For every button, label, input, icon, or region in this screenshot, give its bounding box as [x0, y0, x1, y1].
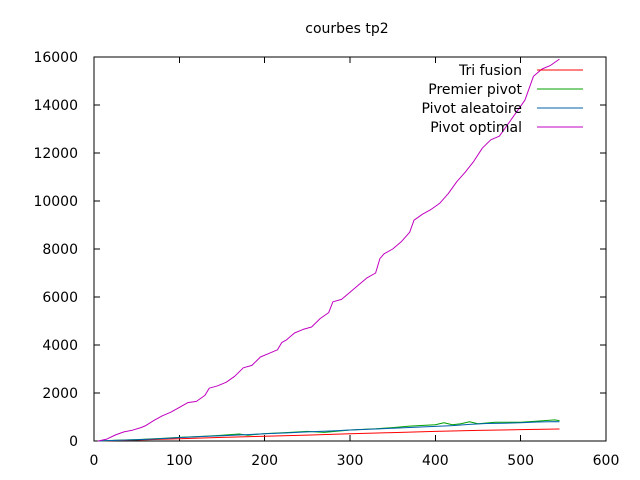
y-tick-label: 2000 — [42, 386, 78, 402]
x-tick-label: 400 — [422, 453, 449, 469]
axes: 0 100 200 300 400 500 600020004000600080001000… — [33, 50, 619, 469]
series-lines — [97, 58, 560, 442]
y-tick-label: 0 — [69, 434, 78, 450]
x-tick-label: 300 — [337, 453, 364, 469]
x-tick-label: 500 — [507, 453, 534, 469]
x-tick-label: 600 — [593, 453, 620, 469]
y-tick-label: 10000 — [33, 194, 78, 210]
legend-label: Tri fusion — [458, 63, 522, 79]
y-tick-label: 12000 — [33, 146, 78, 162]
legend-label: Pivot optimal — [430, 120, 522, 136]
series-line-pivot-optimal — [97, 58, 560, 442]
y-tick-label: 16000 — [33, 50, 78, 66]
y-tick-label: 4000 — [42, 338, 78, 354]
series-line-tri-fusion — [97, 428, 560, 442]
legend: Tri fusion Premier pivot Pivot aleatoire Pi… — [422, 63, 583, 136]
x-tick-label: 100 — [166, 453, 193, 469]
y-tick-label: 6000 — [42, 290, 78, 306]
x-tick-label: 0 — [90, 453, 99, 469]
y-tick-label: 8000 — [42, 242, 78, 258]
chart-title: courbes tp2 — [305, 21, 388, 37]
x-tick-label: 200 — [251, 453, 278, 469]
series-line-pivot-aleatoire — [97, 421, 560, 442]
legend-label: Pivot aleatoire — [422, 101, 522, 117]
y-tick-label: 14000 — [33, 98, 78, 114]
legend-label: Premier pivot — [428, 82, 522, 98]
